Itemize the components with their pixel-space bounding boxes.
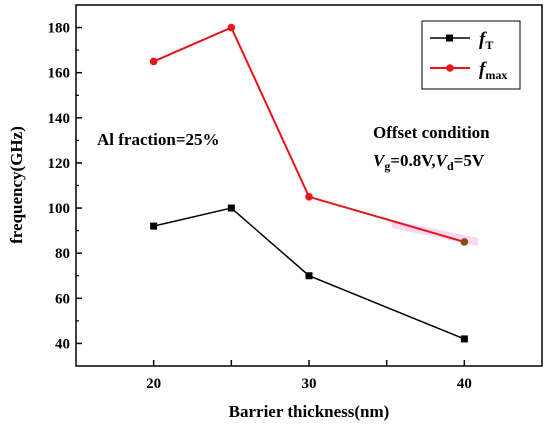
series-line-fT <box>153 207 465 340</box>
y-axis-ticks: 40 60 80 100 120 140 160 180 <box>48 21 82 352</box>
x-tick-label: 40 <box>457 376 472 392</box>
legend-item-fmax: fmax <box>430 59 507 82</box>
y-tick-label: 80 <box>55 246 70 262</box>
point-fmax <box>305 192 313 201</box>
y-tick-label: 140 <box>48 111 71 127</box>
series-line-fmax <box>153 26 465 243</box>
x-axis-title: Barrier thickness(nm) <box>229 402 390 421</box>
series-layer <box>149 23 469 343</box>
legend-marker-ft <box>446 34 453 42</box>
y-tick-label: 100 <box>48 201 71 217</box>
point-fT <box>150 222 158 230</box>
point-fmax <box>227 23 236 32</box>
point-fT <box>305 272 313 280</box>
point-fT <box>460 335 468 343</box>
y-axis-title: frequency(GHz) <box>7 126 26 244</box>
x-tick-label: 30 <box>302 376 317 392</box>
y-tick-label: 160 <box>48 66 71 82</box>
legend-box <box>421 20 521 90</box>
legend: fT fmax <box>421 20 521 90</box>
annotation-al-fraction: Al fraction=25% <box>97 130 220 149</box>
y-tick-label: 120 <box>48 156 71 172</box>
point-fT <box>227 204 235 212</box>
legend-item-ft: fT <box>430 29 493 52</box>
annotation-bias-condition: Vg=0.8V,Vd=5V <box>373 151 485 173</box>
series-fT <box>150 204 468 343</box>
y-tick-label: 180 <box>48 21 71 37</box>
point-fmax <box>149 57 158 66</box>
y-tick-label: 40 <box>55 336 70 352</box>
series-fmax <box>149 23 469 246</box>
x-tick-label: 20 <box>146 376 161 392</box>
x-axis-ticks: 20 30 40 <box>146 360 472 392</box>
legend-label-ft: fT <box>479 29 493 52</box>
annotation-offset-condition: Offset condition <box>373 123 490 142</box>
legend-label-fmax: fmax <box>479 59 507 82</box>
point-fmax <box>460 238 469 246</box>
y-tick-label: 60 <box>55 291 70 307</box>
legend-marker-fmax <box>446 64 454 72</box>
